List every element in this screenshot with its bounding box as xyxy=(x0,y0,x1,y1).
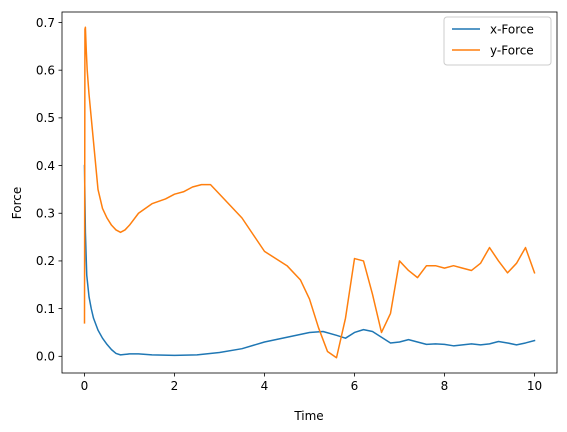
series-line-x-force xyxy=(83,164,536,357)
legend-label-y-force: y-Force xyxy=(490,43,534,57)
x-tick-label: 10 xyxy=(527,379,542,393)
y-tick-label: 0.5 xyxy=(36,111,55,125)
y-tick-label: 0.3 xyxy=(36,207,55,221)
x-tick-label: 2 xyxy=(171,379,179,393)
x-axis-ticks: 0 2 4 6 8 10 xyxy=(81,373,542,393)
y-axis-ticks: 0.0 0.1 0.2 0.3 0.4 0.5 0.6 0.7 xyxy=(36,16,62,364)
x-tick-label: 4 xyxy=(261,379,269,393)
y-axis-label: Force xyxy=(10,187,24,219)
y-tick-label: 0.6 xyxy=(36,63,55,77)
y-tick-label: 0.4 xyxy=(36,159,55,173)
y-tick-label: 0.1 xyxy=(36,302,55,316)
y-tick-label: 0.2 xyxy=(36,254,55,268)
x-tick-label: 8 xyxy=(441,379,449,393)
x-tick-label: 0 xyxy=(81,379,89,393)
x-axis-label: Time xyxy=(293,409,323,423)
series-line-y-force xyxy=(83,26,536,359)
y-tick-label: 0.7 xyxy=(36,16,55,30)
plot-area xyxy=(61,11,558,374)
x-tick-label: 6 xyxy=(351,379,359,393)
y-tick-label: 0.0 xyxy=(36,350,55,364)
legend-label-x-force: x-Force xyxy=(490,22,534,36)
legend: x-Force y-Force xyxy=(443,16,552,66)
plot-frame xyxy=(61,11,558,374)
